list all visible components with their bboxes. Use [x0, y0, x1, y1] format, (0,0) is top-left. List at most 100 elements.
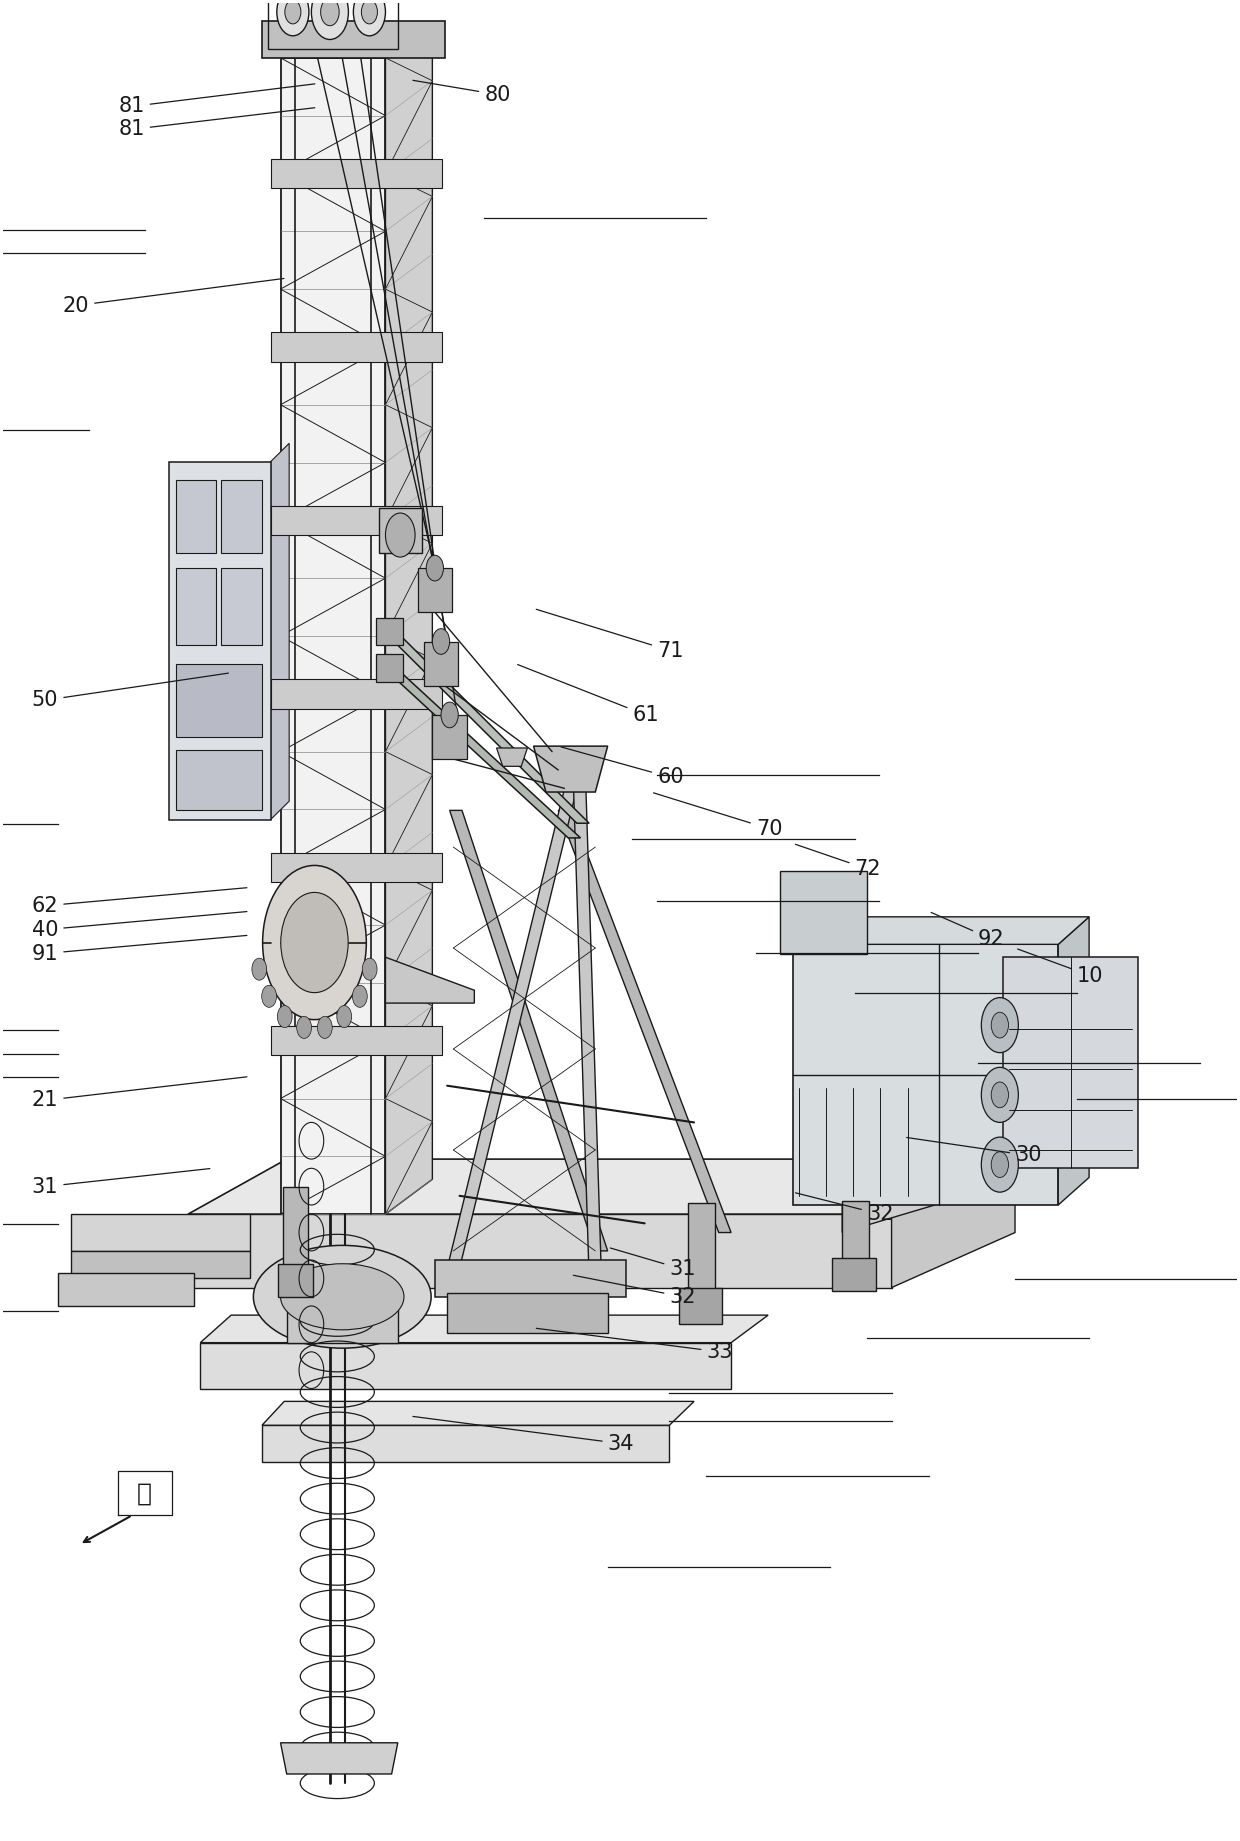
Circle shape [361, 0, 377, 24]
Polygon shape [188, 1215, 892, 1287]
Circle shape [352, 985, 367, 1007]
Bar [780, 871, 867, 954]
Text: 80: 80 [413, 81, 511, 105]
Circle shape [981, 1138, 1018, 1193]
Text: 32: 32 [573, 1276, 696, 1307]
Polygon shape [280, 57, 386, 1215]
Bar [270, 158, 443, 188]
Bar [270, 852, 443, 882]
Polygon shape [445, 773, 580, 1278]
Bar [792, 944, 1058, 1206]
Polygon shape [496, 747, 527, 766]
Text: 10: 10 [1018, 948, 1104, 985]
Text: 81: 81 [118, 85, 315, 116]
Text: 61: 61 [517, 665, 658, 725]
Bar [278, 1263, 312, 1296]
Bar [176, 481, 216, 554]
Circle shape [280, 893, 348, 992]
Circle shape [386, 514, 415, 558]
Text: 72: 72 [795, 845, 882, 880]
Polygon shape [262, 1425, 670, 1462]
Text: 92: 92 [931, 913, 1004, 948]
Text: 34: 34 [413, 1416, 634, 1454]
Polygon shape [573, 773, 601, 1278]
Circle shape [981, 998, 1018, 1053]
Circle shape [991, 1013, 1008, 1038]
Bar [448, 1292, 608, 1333]
Circle shape [427, 556, 444, 582]
Text: 81: 81 [118, 109, 315, 140]
Circle shape [311, 0, 348, 39]
Circle shape [981, 1068, 1018, 1123]
Circle shape [441, 701, 459, 727]
Bar [221, 481, 262, 554]
Bar [435, 1259, 626, 1296]
Polygon shape [386, 957, 475, 1003]
Polygon shape [201, 1342, 732, 1388]
Bar [270, 506, 443, 536]
Bar [221, 569, 262, 644]
Polygon shape [450, 810, 608, 1250]
Bar [270, 331, 443, 361]
Polygon shape [262, 20, 445, 57]
Circle shape [353, 0, 386, 35]
Circle shape [263, 865, 366, 1020]
Bar [270, 679, 443, 709]
Polygon shape [1058, 917, 1089, 1206]
Circle shape [277, 0, 309, 35]
Circle shape [362, 957, 377, 979]
Circle shape [262, 985, 277, 1007]
Polygon shape [424, 641, 459, 685]
Bar [832, 1257, 875, 1291]
Polygon shape [201, 1314, 768, 1342]
Polygon shape [71, 1215, 249, 1250]
Ellipse shape [253, 1245, 432, 1348]
Circle shape [278, 1005, 293, 1027]
Bar [176, 749, 262, 810]
Polygon shape [262, 1401, 694, 1425]
Bar [376, 654, 403, 681]
Bar [376, 617, 403, 644]
Polygon shape [433, 714, 467, 758]
Polygon shape [558, 810, 732, 1232]
Bar [170, 462, 270, 819]
Circle shape [991, 1083, 1008, 1108]
Text: 62: 62 [32, 887, 247, 915]
Circle shape [285, 0, 301, 24]
Polygon shape [892, 1160, 1016, 1287]
Text: 91: 91 [32, 935, 247, 963]
Text: 30: 30 [906, 1138, 1042, 1165]
Text: 70: 70 [653, 793, 782, 839]
Bar [286, 1296, 398, 1342]
Polygon shape [383, 630, 589, 823]
Ellipse shape [280, 1263, 404, 1329]
Text: 40: 40 [32, 911, 247, 939]
Bar [176, 663, 262, 736]
Text: 71: 71 [536, 609, 683, 661]
Circle shape [433, 628, 450, 654]
Bar [176, 569, 216, 644]
Text: 60: 60 [560, 747, 683, 788]
Text: 20: 20 [63, 278, 284, 315]
Polygon shape [58, 1272, 195, 1305]
Polygon shape [188, 1160, 1016, 1215]
Text: 32: 32 [796, 1193, 893, 1224]
Polygon shape [270, 444, 289, 819]
Bar [688, 1204, 715, 1291]
Text: 31: 31 [32, 1169, 210, 1197]
Bar [270, 1025, 443, 1055]
Circle shape [991, 1152, 1008, 1178]
Polygon shape [418, 569, 453, 613]
Polygon shape [533, 746, 608, 792]
Text: 21: 21 [32, 1077, 247, 1110]
Polygon shape [792, 917, 1089, 944]
Circle shape [317, 1016, 332, 1038]
Text: 33: 33 [537, 1329, 733, 1362]
Polygon shape [71, 1250, 249, 1278]
Text: 前: 前 [138, 1482, 153, 1506]
Bar [842, 1202, 869, 1265]
Circle shape [252, 957, 267, 979]
Polygon shape [842, 1149, 1016, 1232]
Bar [283, 1187, 308, 1268]
Text: 50: 50 [32, 674, 228, 711]
